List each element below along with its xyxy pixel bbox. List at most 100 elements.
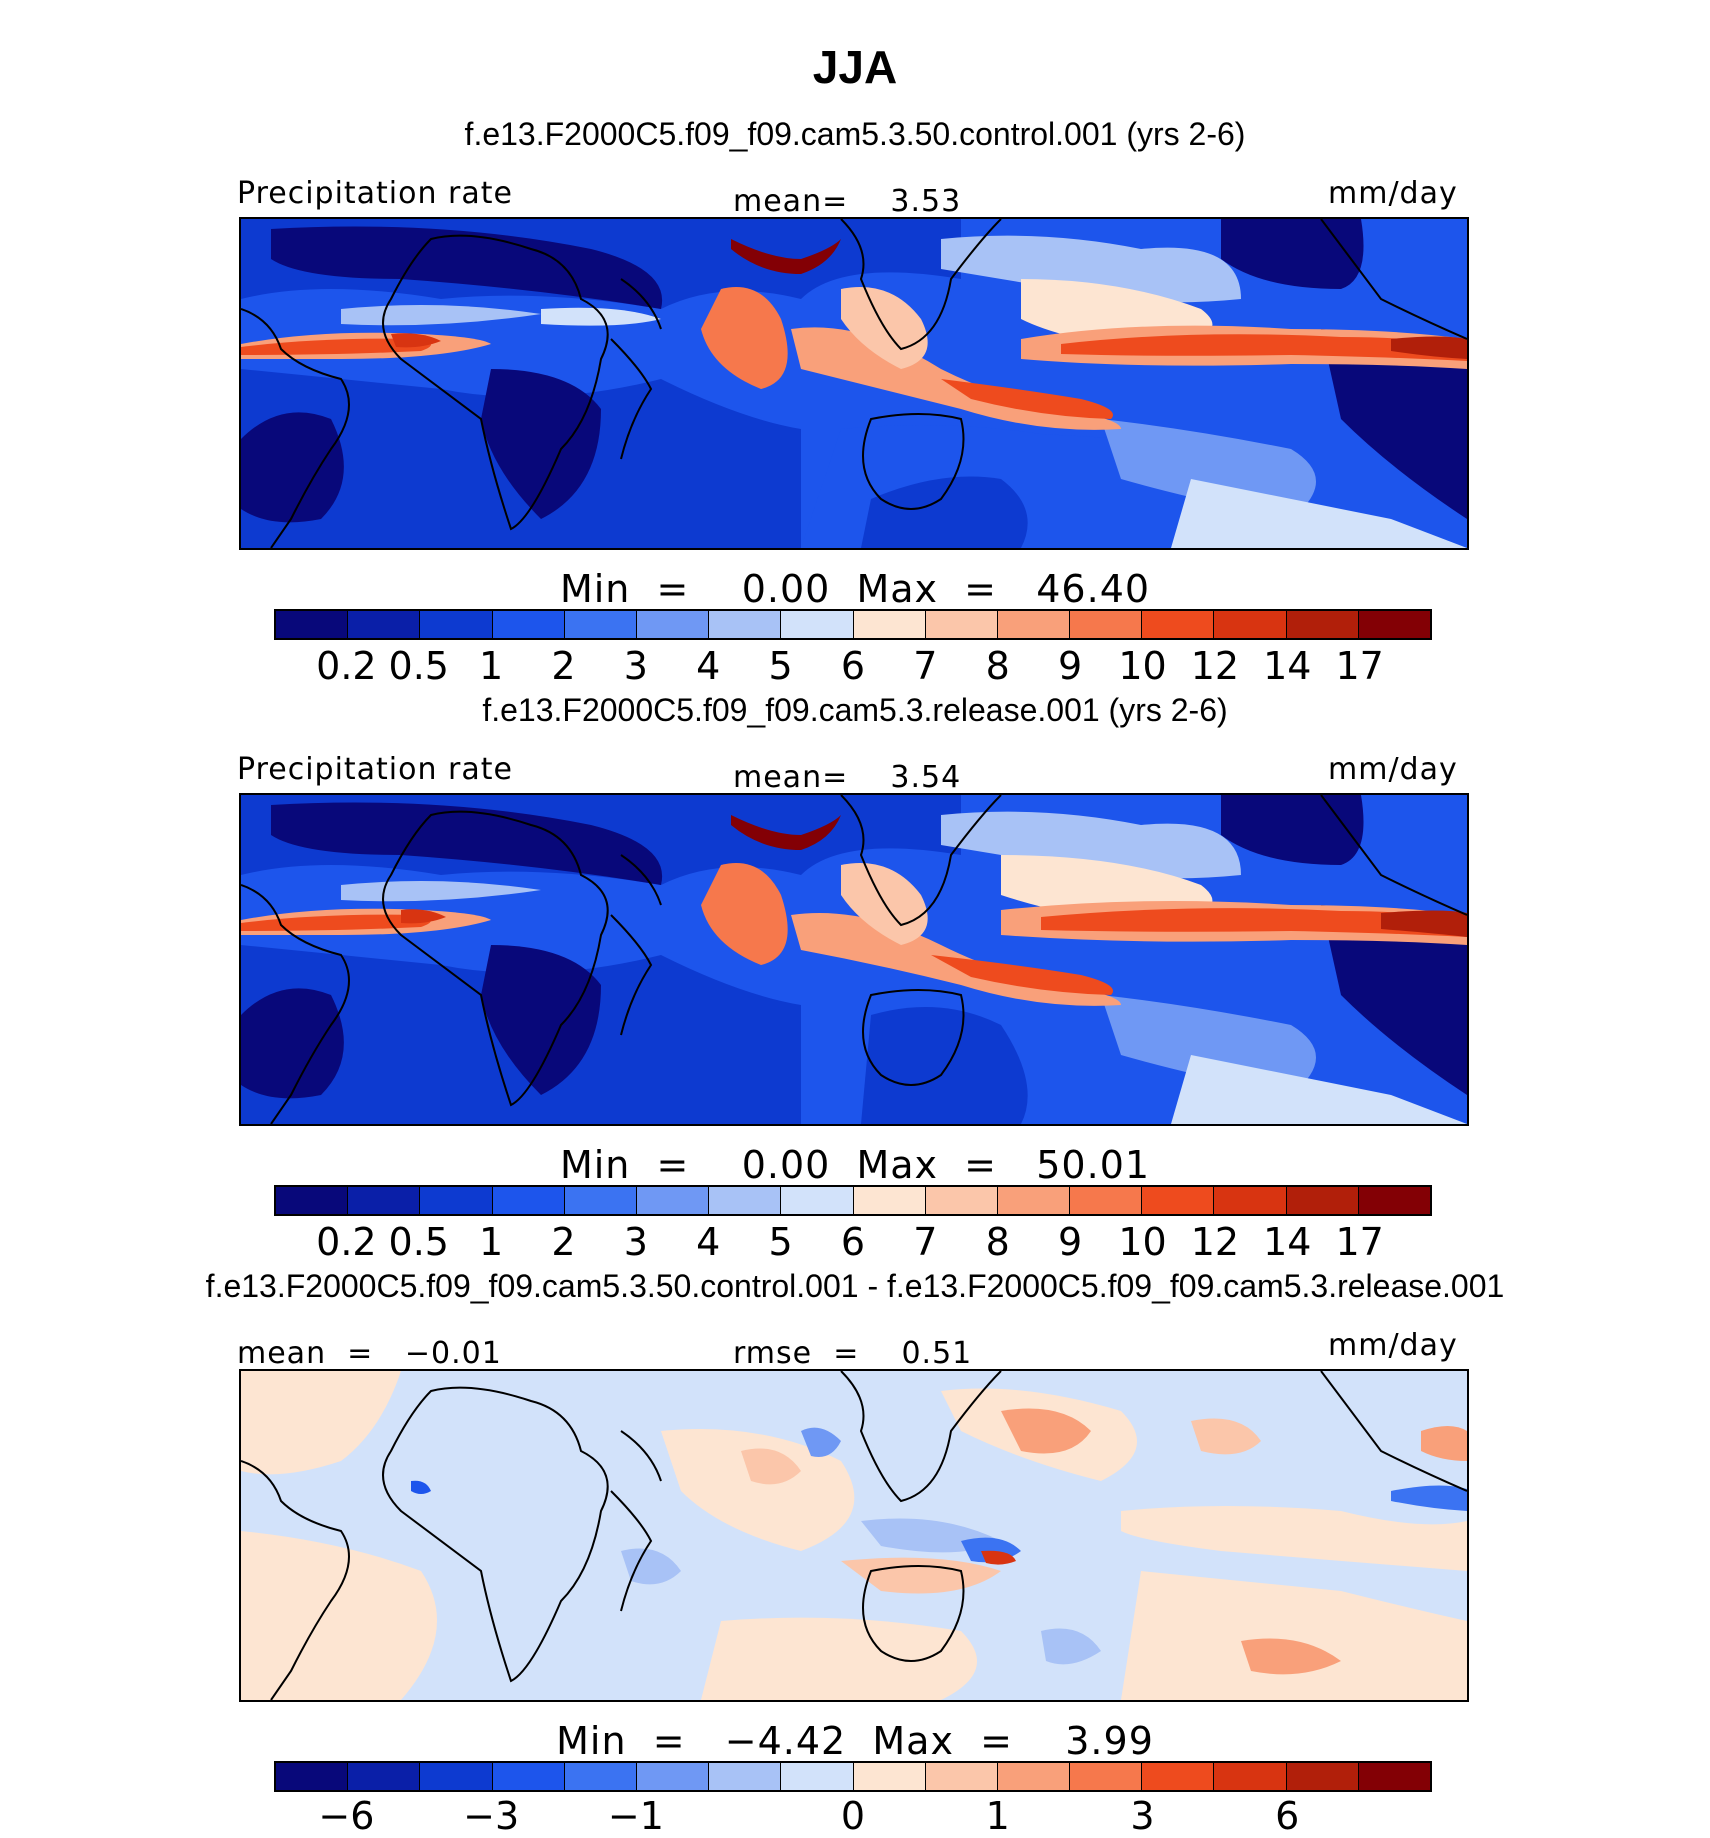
panel-2-colorbar-tick-label: 0.5	[388, 1220, 449, 1264]
panel-1-colorbar-swatch	[420, 611, 493, 638]
panel-2-colorbar-tick-label: 12	[1190, 1220, 1240, 1264]
panel-3-case-title: f.e13.F2000C5.f09_f09.cam5.3.50.control.…	[205, 1268, 1505, 1304]
panel-1-colorbar-swatch	[636, 611, 710, 638]
panel-2-case-title: f.e13.F2000C5.f09_f09.cam5.3.release.001…	[482, 692, 1228, 728]
panel-2-colorbar-tick-label: 2	[551, 1220, 576, 1264]
panel-2-mean-label: mean= 3.54	[733, 760, 962, 795]
panel-3-colorbar-tick-label: −3	[463, 1794, 520, 1838]
panel-3-colorbar-swatch	[1142, 1763, 1215, 1790]
panel-1-colorbar-swatch	[781, 611, 854, 638]
panel-3-colorbar-tick-label: 0	[840, 1794, 866, 1838]
panel-2-colorbar-swatch	[276, 1187, 349, 1214]
panel-1-colorbar-swatch	[853, 611, 926, 638]
panel-3-rmse-label: rmse = 0.51	[733, 1336, 973, 1371]
panel-2-colorbar-tick-label: 17	[1335, 1220, 1384, 1264]
panel-3-colorbar-swatch	[492, 1763, 565, 1790]
panel-2-colorbar	[274, 1185, 1432, 1216]
panel-2-colorbar-tick-label: 14	[1263, 1220, 1312, 1264]
panel-2-colorbar-swatch	[348, 1187, 421, 1214]
panel-2-colorbar-swatch	[925, 1187, 998, 1214]
panel-1-colorbar-ticks: 0.2 0.5 1 2 3 4 5 6 7 8 9 10 12 14 17	[274, 644, 1432, 688]
panel-1-case-title: f.e13.F2000C5.f09_f09.cam5.3.50.control.…	[464, 116, 1246, 152]
panel-3-colorbar-swatch	[636, 1763, 710, 1790]
panel-1-colorbar-tick-label: 6	[840, 644, 866, 688]
panel-1-colorbar-tick-label: 17	[1335, 644, 1384, 688]
panel-3-colorbar-swatch	[348, 1763, 421, 1790]
panel-1-mean-label: mean= 3.53	[733, 184, 962, 219]
panel-3-colorbar-swatch	[781, 1763, 854, 1790]
panel-2-minmax-label: Min = 0.00 Max = 50.01	[559, 1143, 1151, 1187]
panel-3-colorbar-tick-label: −1	[607, 1794, 664, 1838]
panel-2-colorbar-swatch	[1070, 1187, 1143, 1214]
panel-3-colorbar-tick-label: 6	[1275, 1794, 1300, 1838]
panel-1-colorbar-swatch	[1286, 611, 1359, 638]
panel-2-colorbar-ticks: 0.2 0.5 1 2 3 4 5 6 7 8 9 10 12 14 17	[274, 1220, 1432, 1264]
panel-2-colorbar-swatch	[1142, 1187, 1215, 1214]
panel-2-colorbar-tick-label: 3	[623, 1220, 648, 1264]
panel-1-colorbar-tick-label: 7	[913, 644, 938, 688]
panel-3-colorbar-swatch	[997, 1763, 1071, 1790]
panel-3-colorbar-swatch	[1070, 1763, 1143, 1790]
panel-2-colorbar-swatch	[1214, 1187, 1287, 1214]
panel-3-colorbar-tick-label: 1	[985, 1794, 1010, 1838]
panel-2-colorbar-swatch	[709, 1187, 782, 1214]
panel-3-colorbar-swatch	[1214, 1763, 1287, 1790]
panel-1-colorbar-tick-label: 1	[479, 644, 504, 688]
panel-1-colorbar-tick-label: 2	[551, 644, 576, 688]
panel-1-colorbar-tick-label: 0.2	[316, 644, 377, 688]
panel-2-colorbar-tick-label: 9	[1058, 1220, 1083, 1264]
panel-1-colorbar-tick-label: 4	[696, 644, 721, 688]
panel-1-colorbar-tick-label: 12	[1190, 644, 1240, 688]
panel-1-colorbar-swatch	[492, 611, 565, 638]
panel-2-colorbar-tick-label: 5	[768, 1220, 793, 1264]
panel-2-variable-label: Precipitation rate	[237, 752, 513, 787]
panel-1-colorbar-swatch	[997, 611, 1071, 638]
panel-2-colorbar-swatch	[1286, 1187, 1359, 1214]
panel-2-colorbar-swatch	[997, 1187, 1071, 1214]
panel-3-colorbar-swatch	[420, 1763, 493, 1790]
panel-3-colorbar-swatch	[1358, 1763, 1430, 1790]
panel-2-colorbar-swatch	[781, 1187, 854, 1214]
panel-3-map-canvas	[241, 1371, 1467, 1700]
panel-1-colorbar-swatch	[564, 611, 637, 638]
panel-2-colorbar-tick-label: 8	[985, 1220, 1010, 1264]
panel-2-precip-map	[239, 793, 1469, 1126]
panel-1-precip-map	[239, 217, 1469, 550]
panel-1-colorbar-swatch	[276, 611, 349, 638]
panel-2-colorbar-swatch	[420, 1187, 493, 1214]
panel-2-colorbar-swatch	[636, 1187, 710, 1214]
panel-1-map-canvas	[241, 219, 1467, 548]
panel-3-colorbar-swatch	[925, 1763, 998, 1790]
panel-1-variable-label: Precipitation rate	[237, 176, 513, 211]
panel-2-map-canvas	[241, 795, 1467, 1124]
panel-2-colorbar-tick-label: 0.2	[316, 1220, 377, 1264]
figure-title: JJA	[812, 41, 898, 93]
panel-1-colorbar-swatch	[1142, 611, 1215, 638]
panel-1-colorbar-tick-label: 9	[1058, 644, 1083, 688]
panel-3-colorbar-swatch	[564, 1763, 637, 1790]
panel-2-colorbar-tick-label: 10	[1118, 1220, 1167, 1264]
panel-1-colorbar-tick-label: 10	[1118, 644, 1167, 688]
panel-1-colorbar-tick-label: 14	[1263, 644, 1312, 688]
panel-3-colorbar-swatch	[276, 1763, 349, 1790]
panel-1-colorbar	[274, 609, 1432, 640]
panel-1-colorbar-swatch	[1070, 611, 1143, 638]
panel-1-colorbar-swatch	[709, 611, 782, 638]
panel-2-colorbar-swatch	[492, 1187, 565, 1214]
panel-2-colorbar-tick-label: 1	[479, 1220, 504, 1264]
panel-1-units-label: mm/day	[1328, 176, 1458, 211]
panel-3-colorbar-tick-label: 3	[1130, 1794, 1155, 1838]
panel-3-colorbar-ticks: −6 −3 −1 0 1 3 6	[274, 1794, 1432, 1838]
panel-1-colorbar-tick-label: 0.5	[388, 644, 449, 688]
panel-1-minmax-label: Min = 0.00 Max = 46.40	[559, 567, 1151, 611]
panel-3-mean-label: mean = −0.01	[237, 1336, 502, 1371]
panel-2-colorbar-tick-label: 4	[696, 1220, 721, 1264]
panel-2-colorbar-tick-label: 6	[840, 1220, 866, 1264]
panel-1-colorbar-tick-label: 3	[623, 644, 648, 688]
panel-1-colorbar-swatch	[925, 611, 998, 638]
panel-2-units-label: mm/day	[1328, 752, 1458, 787]
panel-3-difference-map	[239, 1369, 1469, 1702]
panel-1-colorbar-swatch	[1358, 611, 1430, 638]
panel-3-minmax-label: Min = −4.42 Max = 3.99	[556, 1719, 1154, 1763]
panel-2-colorbar-tick-label: 7	[913, 1220, 938, 1264]
